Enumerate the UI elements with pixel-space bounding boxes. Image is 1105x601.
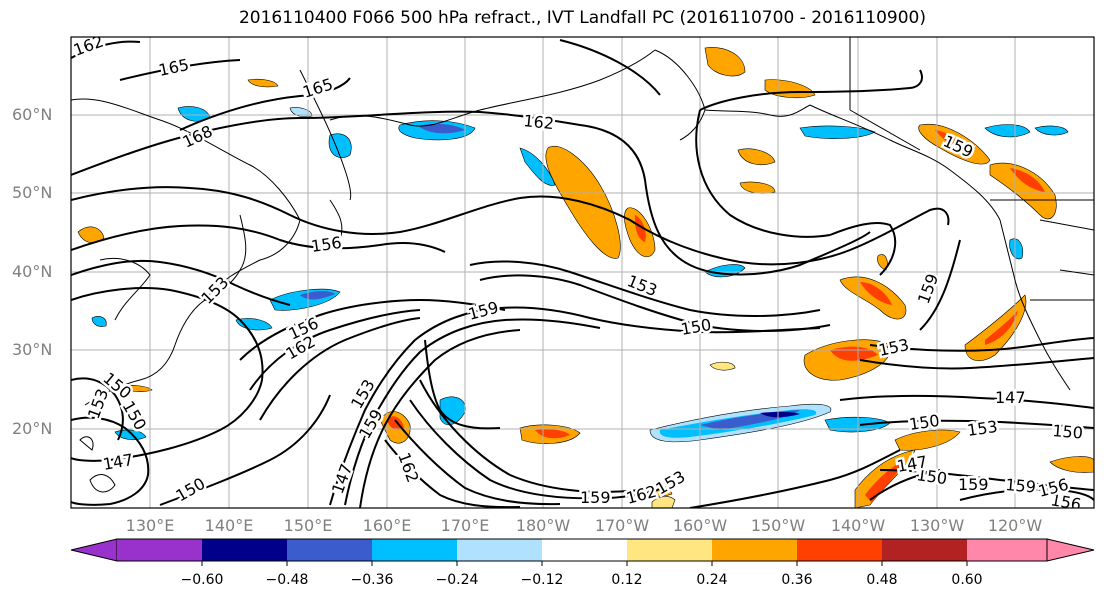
colorbar-segment [627,539,712,561]
colorbar-tick-label: −0.36 [350,572,394,588]
colorbar-tick-label: 0.24 [696,572,728,588]
contour-label: 162 [523,111,555,133]
lon-label: 140°W [830,516,886,535]
map-panel: 162 165 165 168 162 159 156 153 156 162 … [71,37,1094,508]
colorbar-tick-label: 0.12 [611,572,643,588]
colorbar-segment [287,539,372,561]
colorbar-segment [797,539,882,561]
colorbar-segment [117,539,202,561]
colorbar-segment [202,539,287,561]
lon-label: 160°E [362,516,412,535]
colorbar [70,538,1095,566]
contour-label: 159 [958,475,989,494]
colorbar-tick-label: −0.60 [180,572,224,588]
colorbar-segment [967,539,1047,561]
map-title: 2016110400 F066 500 hPa refract., IVT La… [238,8,926,28]
lon-label: 170°E [440,516,490,535]
lon-label: 130°W [909,516,965,535]
colorbar-tick-label: −0.24 [435,572,479,588]
refractivity-contours [71,39,1094,508]
colorbar-tick-label: −0.12 [520,572,564,588]
lon-label: 140°E [204,516,254,535]
lon-label: 160°W [672,516,728,535]
colorbar-tick-label: 0.48 [866,572,898,588]
lon-label: 170°W [594,516,650,535]
lon-label: 130°E [125,516,175,535]
lat-label: 40°N [12,262,53,281]
colorbar-segment [712,539,797,561]
lat-label: 20°N [12,419,53,438]
colorbar-max-extend [1046,538,1095,562]
map-frame [70,36,1095,509]
ivt-shading [77,47,1094,508]
colorbar-tick-label: 0.36 [781,572,813,588]
colorbar-segment [372,539,457,561]
colorbar-min-extend [70,538,118,562]
colorbar-tick-label: 0.60 [951,572,983,588]
lon-label: 180°W [515,516,571,535]
contour-label: 159 [580,488,611,507]
contour-label: 159 [1005,475,1037,497]
graticule [71,37,1094,508]
colorbar-segment [457,539,542,561]
lon-label: 120°W [987,516,1043,535]
colorbar-tick-label: −0.48 [265,572,309,588]
lon-label: 150°E [283,516,333,535]
colorbar-segment [542,539,627,561]
colorbar-segment [882,539,967,561]
lon-label: 150°W [750,516,806,535]
lat-label: 50°N [12,183,53,202]
lat-label: 60°N [12,105,53,124]
contour-label: 150 [1052,421,1084,443]
contour-label: 147 [995,388,1026,407]
lat-label: 30°N [12,340,53,359]
